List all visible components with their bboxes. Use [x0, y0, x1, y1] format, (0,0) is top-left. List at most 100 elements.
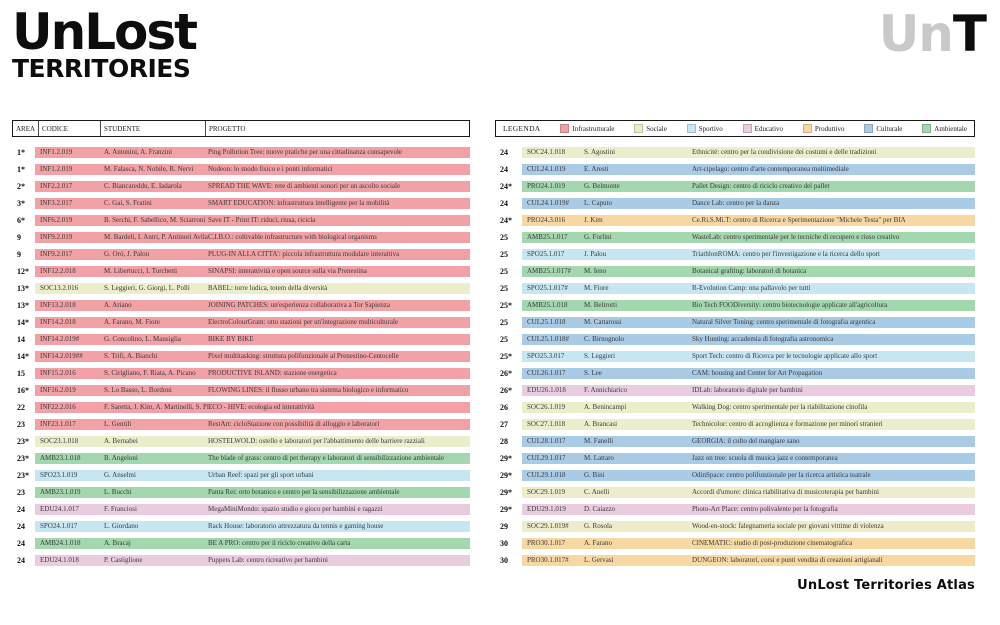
- area-number: 25*: [500, 352, 512, 361]
- studente-cell: G. Oró, J. Palou: [104, 250, 150, 258]
- legend-label: Educativo: [754, 124, 784, 133]
- codice-cell: AMB25.1.018: [527, 301, 568, 309]
- progetto-cell: BE A PRO: centro per il riciclo creativo…: [208, 539, 351, 547]
- area-number: 22: [17, 403, 25, 412]
- table-row: 1* INF1.2.019 A. Antonini, A. Franzini Ping…: [12, 147, 470, 158]
- progetto-cell: MegaMiniMondo: spazio studio e gioco per…: [208, 505, 383, 513]
- progetto-cell: Natural Silver Toning: centro sperimenta…: [692, 318, 876, 326]
- area-number: 14*: [17, 352, 29, 361]
- studente-cell: M. Bardeli, I. Antri, P. Antinori Avila: [104, 233, 208, 241]
- codice-cell: SPO23.1.019: [40, 471, 78, 479]
- progetto-cell: Bio Tech FOODiversity: centro biotecnolo…: [692, 301, 888, 309]
- project-band-educativo: EDU24.1.017 F. Franciosi MegaMiniMondo: sp…: [35, 504, 470, 515]
- studente-cell: S. Agostini: [584, 148, 616, 156]
- left-table: 1* INF1.2.019 A. Antonini, A. Franzini Ping…: [12, 147, 470, 566]
- progetto-cell: Save IT - Print IT: riduci, riusa, ricic…: [208, 216, 316, 224]
- codice-cell: INF9.2.019: [40, 233, 73, 241]
- codice-cell: AMB23.1.018: [40, 454, 81, 462]
- legend: LEGENDA Infrastrutturale Sociale Sportivo E…: [495, 120, 975, 137]
- progetto-cell: Wood-en-stock: falegnameria sociale per …: [692, 522, 884, 530]
- area-number: 13*: [17, 284, 29, 293]
- progetto-cell: JOINING PATCHES: un'esperienza collabora…: [208, 301, 390, 309]
- project-band-sportivo: SPO23.1.019 G. Anselmi Urban Reef: spazi p…: [35, 470, 470, 481]
- studente-cell: P. Castiglione: [104, 556, 143, 564]
- table-row: 24 SPO24.1.017 L. Giordano Rack House: labo…: [12, 521, 470, 532]
- area-number: 9: [17, 233, 21, 242]
- progetto-cell: The blade of grass: centro di pet therap…: [208, 454, 444, 462]
- codice-cell: INF16.2.019: [40, 386, 76, 394]
- table-row: 26* EDU26.1.018 F. Annichiarico IDLab: labo…: [495, 385, 975, 396]
- left-table-header: AREA CODICE STUDENTE PROGETTO: [12, 120, 470, 137]
- project-band-produttivo: PRO30.1.017 A. Farano CINEMATIC: studio di…: [522, 538, 975, 549]
- area-number: 14*: [17, 318, 29, 327]
- codice-cell: SOC26.1.019: [527, 403, 566, 411]
- codice-cell: CUL26.1.017: [527, 369, 566, 377]
- legend-label: Produttivo: [814, 124, 845, 133]
- footer-title: UnLost Territories Atlas: [797, 578, 975, 593]
- progetto-cell: Rack House: laboratorio attrezzatura da …: [208, 522, 384, 530]
- area-number: 26*: [500, 369, 512, 378]
- legend-item-educativo: Educativo: [742, 124, 784, 133]
- codice-cell: INF13.2.018: [40, 301, 76, 309]
- codice-cell: EDU24.1.017: [40, 505, 79, 513]
- legend-item-ambientale: Ambientale: [922, 124, 967, 133]
- project-band-educativo: EDU29.1.019 D. Caiazzo Photo-Art Place: ce…: [522, 504, 975, 515]
- area-number: 12*: [17, 267, 29, 276]
- progetto-cell: Ethnicité: centro per la condivisione de…: [692, 148, 877, 156]
- project-band-sportivo: SPO25.1.017# M. Fiore R-Evolution Camp: un…: [522, 283, 975, 294]
- codice-cell: AMB25.1.017#: [527, 267, 571, 275]
- codice-cell: SOC13.2.016: [40, 284, 79, 292]
- progetto-cell: Botanical grafting: laboratori di botani…: [692, 267, 807, 275]
- progetto-cell: Accordi d'umore: clinica riabilitativa d…: [692, 488, 879, 496]
- area-number: 24*: [500, 216, 512, 225]
- codice-cell: INF2.2.017: [40, 182, 73, 190]
- project-band-produttivo: PRO30.1.017# L. Gervasi DUNGEON: laborator…: [522, 555, 975, 566]
- studente-cell: G. Anselmi: [104, 471, 136, 479]
- area-number: 25: [500, 250, 508, 259]
- studente-cell: A. Antonini, A. Franzini: [104, 148, 173, 156]
- area-number: 24: [17, 522, 25, 531]
- legend-item-culturale: Culturale: [864, 124, 902, 133]
- studente-cell: S. Trifi, A. Bianchi: [104, 352, 158, 360]
- project-band-culturale: CUL26.1.017 S. Lee CAM: housing and Center…: [522, 368, 975, 379]
- studente-cell: C. Anelli: [584, 488, 610, 496]
- studente-cell: A. Bracaj: [104, 539, 131, 547]
- project-band-culturale: CUL25.1.018# C. Birnognolo Sky Hunting: ac…: [522, 334, 975, 345]
- legend-item-produttivo: Produttivo: [802, 124, 845, 133]
- table-row: 25* AMB25.1.018 M. Beltrotti Bio Tech FOODi…: [495, 300, 975, 311]
- project-band-infrastrutturale: INF1.2.019 A. Antonini, A. Franzini Ping P…: [35, 147, 470, 158]
- studente-cell: F. Annichiarico: [584, 386, 627, 394]
- area-number: 27: [500, 420, 508, 429]
- table-row: 1* INF1.2.019 M. Falasca, N. Nobile, R. Ne…: [12, 164, 470, 175]
- progetto-cell: Technicolor: centro di accoglienza e for…: [692, 420, 883, 428]
- area-number: 30: [500, 556, 508, 565]
- table-row: 23* SOC23.1.018 A. Bernabei HOSTELWOLD: ost…: [12, 436, 470, 447]
- studente-cell: C. Birnognolo: [584, 335, 625, 343]
- area-number: 23: [17, 488, 25, 497]
- area-number: 24: [500, 165, 508, 174]
- codice-cell: INF9.2.017: [40, 250, 73, 258]
- progetto-cell: CAM: housing and Center for Art Propagat…: [692, 369, 823, 377]
- table-row: 23 AMB23.1.019 L. Bucchi Panta Rei: orto bo…: [12, 487, 470, 498]
- codice-cell: EDU24.1.018: [40, 556, 79, 564]
- studente-cell: M. Libertucci, I. Turchetti: [104, 267, 178, 275]
- studente-cell: L. Caputo: [584, 199, 612, 207]
- logo-subtitle: TERRITORIES: [12, 54, 191, 83]
- column-header-codice: CODICE: [39, 121, 101, 136]
- table-row: 29* EDU29.1.019 D. Caiazzo Photo-Art Place:…: [495, 504, 975, 515]
- area-number: 3*: [17, 199, 25, 208]
- table-row: 16* INF16.2.019 S. Lo Basso, L. Bordoni FLO…: [12, 385, 470, 396]
- codice-cell: SOC24.1.018: [527, 148, 566, 156]
- table-row: 15 INF15.2.016 S. Cirigliano, F. Riata, A.…: [12, 368, 470, 379]
- legend-item-sportivo: Sportivo: [686, 124, 723, 133]
- legend-label: Sportivo: [698, 124, 723, 133]
- table-row: 27 SOC27.1.018 A. Brancasi Technicolor: cen…: [495, 419, 975, 430]
- table-row: 6* INF6.2.019 B. Serchi, F. Sabellico, M. …: [12, 215, 470, 226]
- unt-logo-gray: Un: [878, 5, 954, 63]
- codice-cell: INF14.2.018: [40, 318, 76, 326]
- project-band-sportivo: SPO25.1.017 J. Palou TriathlonROMA: centro…: [522, 249, 975, 260]
- studente-cell: A. Bernabei: [104, 437, 138, 445]
- area-number: 29*: [500, 505, 512, 514]
- codice-cell: PRO30.1.017: [527, 539, 566, 547]
- area-number: 26: [500, 403, 508, 412]
